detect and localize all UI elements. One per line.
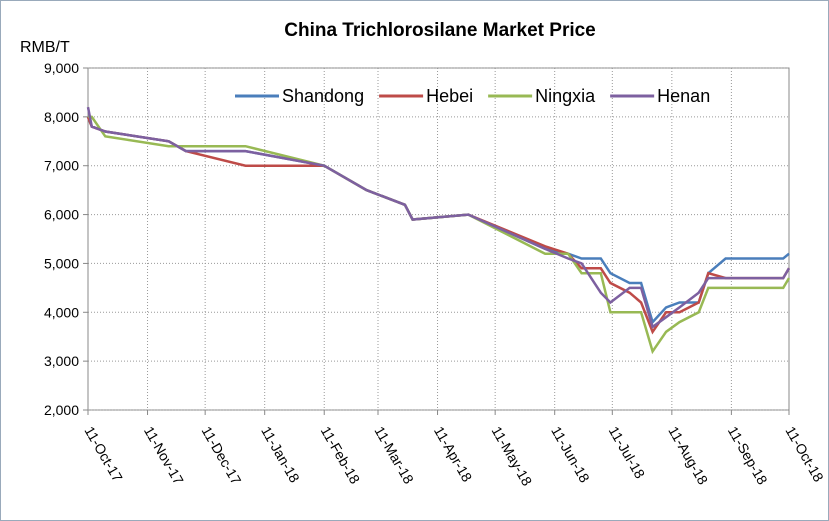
series-line [88, 115, 791, 355]
y-tick-label: 8,000 [44, 109, 79, 125]
y-tick-label: 7,000 [44, 158, 79, 174]
y-tick-label: 3,000 [44, 353, 79, 369]
y-tick-label: 6,000 [44, 207, 79, 223]
legend-label: Ningxia [535, 86, 596, 106]
legend-label: Hebei [426, 86, 473, 106]
y-tick-label: 5,000 [44, 255, 79, 271]
legend-label: Shandong [282, 86, 364, 106]
y-tick-label: 9,000 [44, 60, 79, 76]
legend-label: Henan [657, 86, 710, 106]
y-axis-label: RMB/T [20, 39, 70, 56]
y-tick-label: 4,000 [44, 304, 79, 320]
plot-area [87, 67, 790, 411]
chart-title: China Trichlorosilane Market Price [284, 20, 596, 41]
y-tick-label: 2,000 [44, 402, 79, 418]
series-line [86, 106, 791, 329]
